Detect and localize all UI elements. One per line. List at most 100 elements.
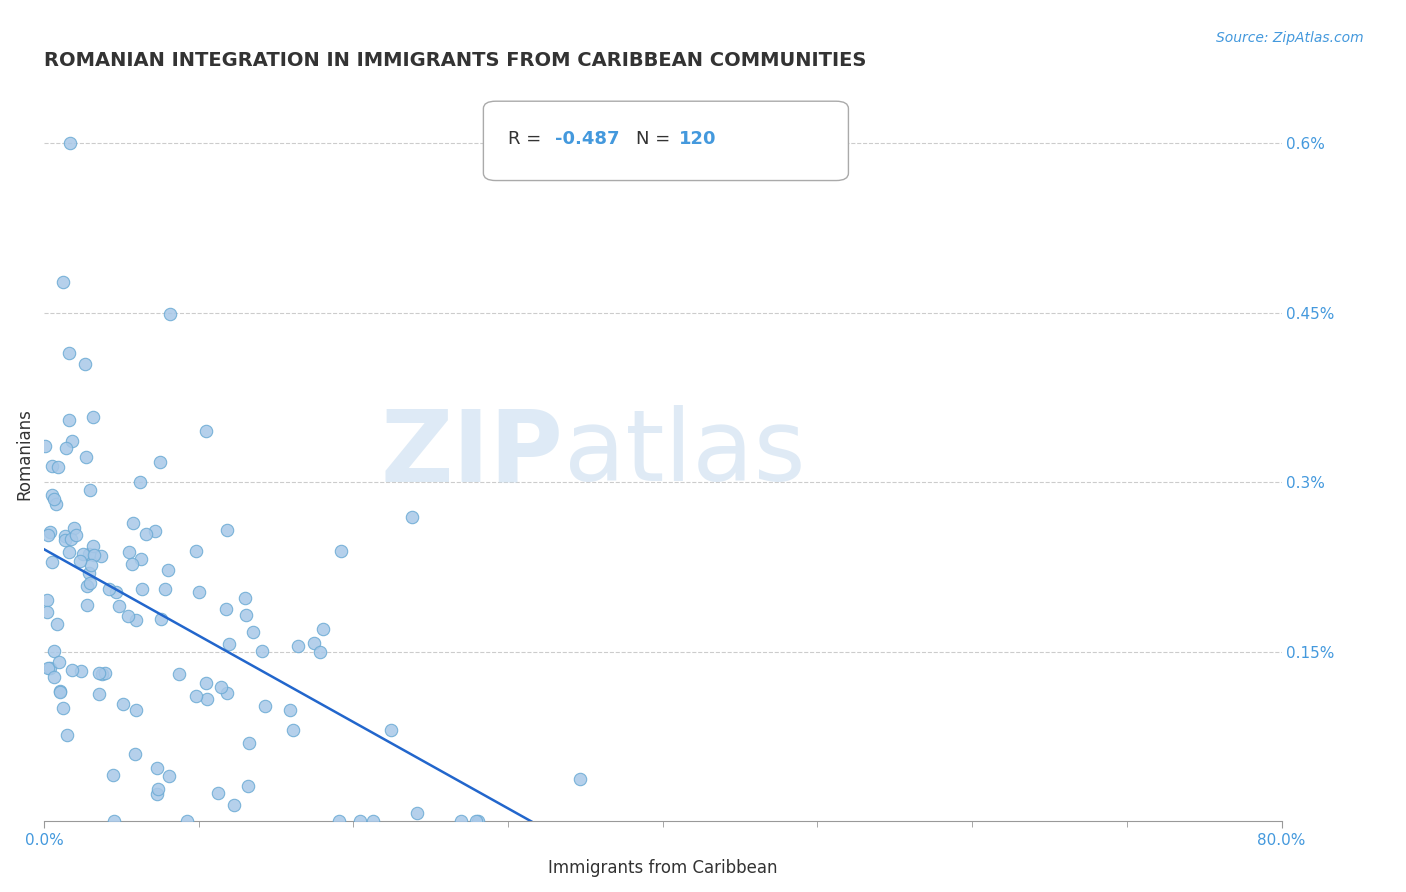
Point	[302, 635, 325, 649]
Point	[72, 547, 94, 561]
Point	[49, 684, 72, 698]
Point	[83, 548, 105, 562]
Point	[361, 814, 384, 828]
Point	[77, 566, 100, 580]
Point	[235, 608, 257, 623]
Point	[157, 769, 180, 783]
Point	[217, 523, 239, 537]
Point	[58, 413, 80, 427]
Point	[380, 723, 402, 738]
Text: 120: 120	[679, 130, 717, 148]
Point	[146, 782, 169, 797]
Point	[55, 441, 77, 455]
Point	[87, 687, 110, 701]
Point	[129, 552, 152, 566]
Point	[215, 602, 238, 616]
Point	[56, 728, 79, 742]
Point	[112, 697, 135, 711]
Point	[42, 670, 65, 684]
Point	[103, 814, 125, 828]
Point	[159, 307, 181, 321]
Point	[34, 439, 56, 453]
Point	[46, 459, 69, 474]
Point	[131, 582, 153, 596]
Point	[157, 564, 180, 578]
Point	[39, 660, 62, 674]
Text: ROMANIAN INTEGRATION IN IMMIGRANTS FROM CARIBBEAN COMMUNITIES: ROMANIAN INTEGRATION IN IMMIGRANTS FROM …	[44, 51, 866, 70]
Point	[48, 655, 70, 669]
Point	[94, 665, 117, 680]
Point	[37, 528, 59, 542]
Point	[76, 579, 98, 593]
Point	[125, 614, 148, 628]
Point	[135, 527, 157, 541]
Point	[207, 786, 229, 800]
Text: N =: N =	[636, 130, 676, 148]
Point	[52, 701, 75, 715]
Point	[218, 637, 240, 651]
Text: ZIP: ZIP	[381, 405, 564, 502]
Point	[62, 521, 84, 535]
Point	[35, 592, 58, 607]
Point	[58, 345, 80, 359]
Point	[118, 545, 141, 559]
FancyBboxPatch shape	[484, 101, 848, 180]
Point	[45, 617, 67, 632]
Point	[224, 798, 246, 813]
Point	[194, 424, 217, 438]
Point	[330, 543, 353, 558]
Point	[467, 814, 489, 828]
Point	[101, 768, 124, 782]
Point	[45, 497, 67, 511]
Point	[79, 483, 101, 498]
Point	[42, 491, 65, 506]
Point	[41, 487, 63, 501]
Point	[312, 623, 335, 637]
Point	[73, 358, 96, 372]
Point	[82, 539, 104, 553]
Point	[53, 529, 76, 543]
Point	[194, 676, 217, 690]
Point	[108, 599, 131, 613]
Point	[65, 528, 87, 542]
Point	[465, 814, 488, 828]
Point	[70, 664, 93, 678]
Point	[42, 644, 65, 658]
Point	[215, 686, 238, 700]
Point	[41, 555, 63, 569]
Point	[252, 644, 274, 658]
Point	[146, 788, 169, 802]
Point	[405, 806, 427, 821]
Point	[87, 666, 110, 681]
Point	[117, 608, 139, 623]
Point	[60, 663, 83, 677]
Point	[153, 582, 176, 596]
Point	[91, 666, 114, 681]
Point	[37, 605, 59, 619]
Point	[59, 136, 82, 150]
Point	[98, 582, 121, 597]
Point	[176, 814, 198, 828]
Point	[69, 554, 91, 568]
Point	[233, 591, 256, 606]
Point	[349, 814, 371, 828]
Point	[75, 450, 97, 464]
Point	[129, 475, 152, 489]
Text: atlas: atlas	[564, 405, 806, 502]
Point	[143, 524, 166, 538]
Point	[146, 761, 169, 775]
Point	[242, 624, 264, 639]
Point	[238, 780, 260, 794]
Point	[184, 543, 207, 558]
Point	[195, 691, 218, 706]
Point	[238, 736, 260, 750]
Point	[209, 681, 232, 695]
Point	[82, 410, 104, 425]
Point	[77, 547, 100, 561]
Point	[569, 772, 592, 786]
Point	[79, 576, 101, 591]
Point	[52, 275, 75, 289]
Point	[401, 510, 423, 524]
X-axis label: Immigrants from Caribbean: Immigrants from Caribbean	[548, 859, 778, 877]
Point	[328, 814, 350, 828]
